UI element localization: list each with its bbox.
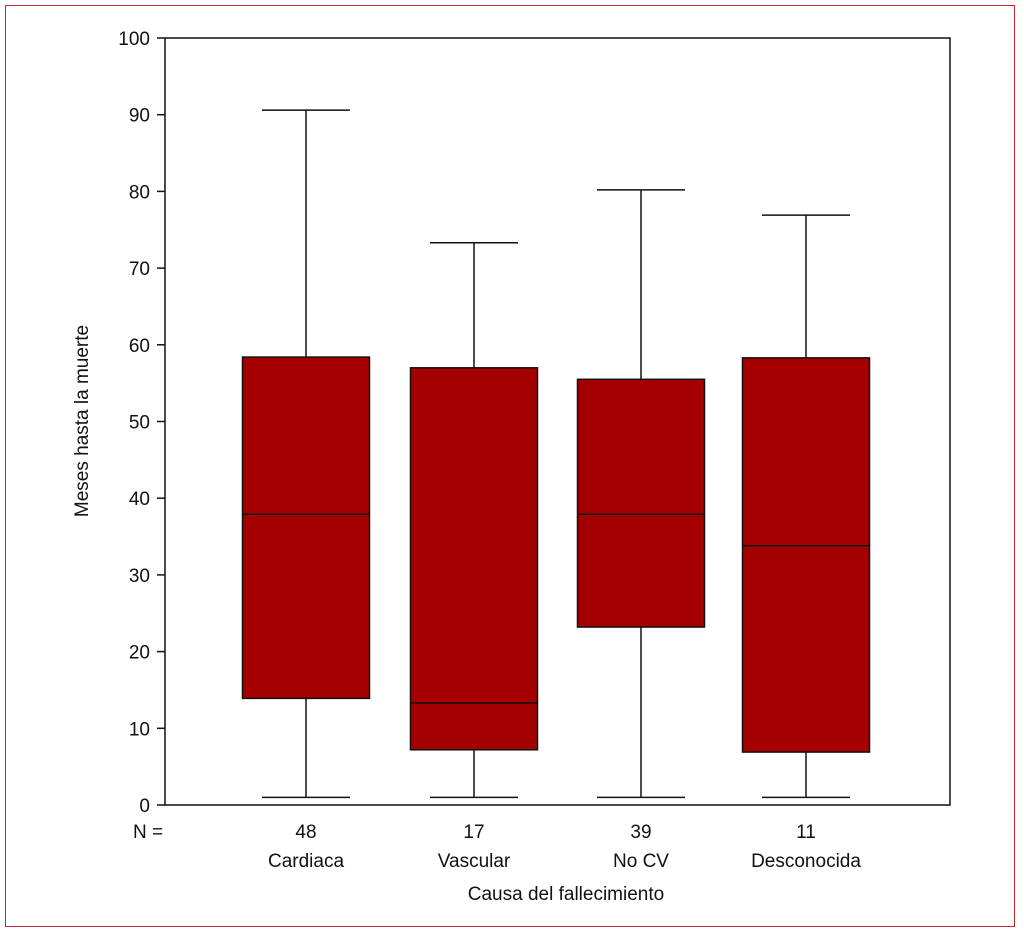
figure-border xyxy=(5,5,1015,927)
box-vascular xyxy=(409,242,539,799)
y-tick-label: 0 xyxy=(139,796,150,817)
y-tick-label: 10 xyxy=(129,719,150,740)
x-tick-label: No CV xyxy=(613,851,669,872)
x-axis: 48 Cardiaca 17 Vascular 39 No CV 11 Desconocida xyxy=(268,822,861,872)
x-tick-label: Desconocida xyxy=(751,851,861,872)
y-axis-label: Meses hasta la muerte xyxy=(72,325,93,517)
x-tick-label: Vascular xyxy=(438,851,511,872)
box-cardiaca xyxy=(241,109,371,799)
y-tick-label: 50 xyxy=(129,413,150,434)
n-value: 11 xyxy=(796,822,816,843)
box-desconocida xyxy=(741,214,871,799)
boxes xyxy=(241,109,871,799)
y-tick-label: 90 xyxy=(129,106,150,127)
x-tick-label: Cardiaca xyxy=(268,851,344,872)
x-axis-label: Causa del fallecimiento xyxy=(468,884,664,905)
n-label: N = xyxy=(133,822,163,843)
n-value: 17 xyxy=(463,822,484,843)
iqr-box xyxy=(741,357,871,753)
iqr-box xyxy=(409,367,539,751)
y-tick-label: 100 xyxy=(118,29,150,50)
y-tick-label: 30 xyxy=(129,566,150,587)
y-tick-label: 70 xyxy=(129,259,150,280)
y-tick-label: 80 xyxy=(129,182,150,203)
y-tick-label: 60 xyxy=(129,336,150,357)
y-axis: 0 10 20 30 40 50 60 70 80 90 100 xyxy=(118,29,165,817)
y-tick-label: 40 xyxy=(129,489,150,510)
iqr-box xyxy=(241,356,371,700)
box-no-cv xyxy=(576,189,706,799)
y-tick-label: 20 xyxy=(129,643,150,664)
n-value: 39 xyxy=(630,822,651,843)
n-value: 48 xyxy=(295,822,316,843)
iqr-box xyxy=(576,378,706,628)
